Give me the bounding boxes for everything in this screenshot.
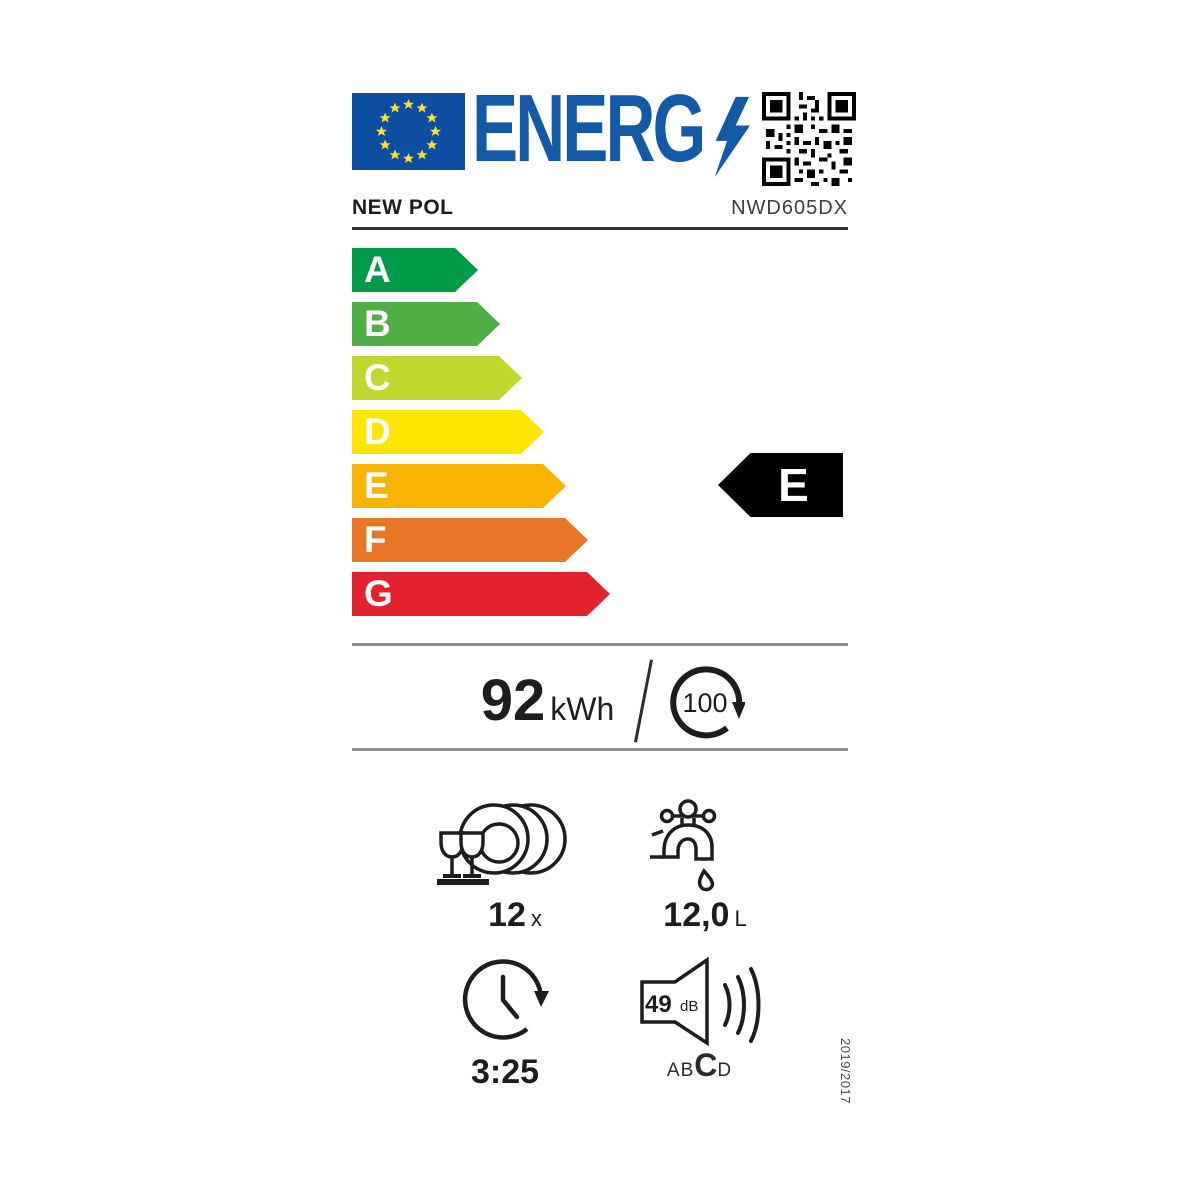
divider-line-bottom	[352, 748, 848, 751]
water-tap-icon	[650, 799, 717, 892]
class-bar-a: A	[352, 248, 478, 292]
slash-divider	[634, 658, 654, 743]
energy-label: ENERG NEW POL NWD605DX	[352, 81, 856, 1120]
energy-consumption-row: 92 kWh 100	[352, 653, 848, 748]
place-settings-unit: x	[530, 906, 542, 931]
place-settings-icon	[437, 803, 567, 885]
noise-speaker-icon: 49 dB	[640, 956, 761, 1047]
class-bar-c: C	[352, 356, 522, 400]
brand-row: NEW POL NWD605DX	[352, 196, 848, 230]
cycle-duration-icon	[462, 959, 549, 1040]
class-bar-d: D	[352, 410, 544, 454]
noise-class-d: D	[717, 1060, 733, 1081]
brand-name: NEW POL	[352, 196, 454, 219]
noise-class-c-current: C	[694, 1047, 718, 1083]
current-rating-arrow: E	[718, 453, 843, 517]
duration-value: 3:25	[470, 1053, 540, 1091]
class-bar-g: G	[352, 572, 610, 616]
qr-code	[762, 92, 856, 186]
cycle-duration-label: 3:25	[445, 1053, 565, 1092]
regulation-reference: 2019/2017	[838, 1038, 853, 1104]
model-number: NWD605DX	[731, 197, 848, 219]
divider-line-top	[352, 643, 848, 646]
place-settings-label: 12 x	[435, 896, 595, 935]
efficiency-class-scale: A B C D E F G	[352, 248, 610, 626]
energ-logo: ENERG	[472, 75, 706, 182]
svg-text:100: 100	[683, 688, 728, 718]
water-value: 12,0	[663, 896, 730, 934]
place-settings-value: 12	[488, 896, 526, 934]
class-bar-e: E	[352, 464, 566, 508]
energy-consumption: 92 kWh	[480, 667, 615, 733]
svg-text:dB: dB	[680, 998, 698, 1015]
noise-class-b: B	[680, 1060, 695, 1081]
water-consumption-label: 12,0 L	[640, 896, 770, 935]
noise-class-scale: ABCD	[637, 1047, 762, 1084]
energy-unit: kWh	[550, 690, 615, 727]
per-100-cycles-icon: 100	[670, 665, 746, 738]
lightning-bolt-icon	[714, 96, 750, 178]
energy-value: 92	[480, 667, 546, 733]
eu-flag-icon	[352, 93, 465, 170]
class-bar-b: B	[352, 302, 500, 346]
water-unit: L	[734, 906, 747, 931]
svg-text:49: 49	[645, 991, 672, 1018]
noise-class-a: A	[666, 1060, 681, 1081]
class-bar-f: F	[352, 518, 588, 562]
